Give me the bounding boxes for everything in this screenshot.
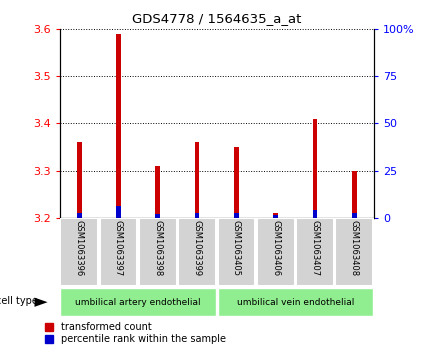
Text: GSM1063399: GSM1063399 — [193, 220, 201, 276]
Text: GSM1063398: GSM1063398 — [153, 220, 162, 276]
Bar — [313, 210, 317, 218]
Polygon shape — [34, 298, 48, 307]
FancyBboxPatch shape — [257, 219, 295, 286]
Text: cell type: cell type — [0, 295, 37, 306]
Bar — [156, 166, 160, 218]
Bar — [234, 147, 239, 218]
Title: GDS4778 / 1564635_a_at: GDS4778 / 1564635_a_at — [132, 12, 301, 25]
Bar — [195, 142, 199, 218]
Text: GSM1063408: GSM1063408 — [350, 220, 359, 276]
FancyBboxPatch shape — [178, 219, 216, 286]
FancyBboxPatch shape — [99, 219, 137, 286]
Bar — [195, 213, 199, 218]
Bar — [273, 215, 278, 218]
FancyBboxPatch shape — [218, 288, 373, 316]
Bar — [116, 34, 121, 218]
Text: umbilical vein endothelial: umbilical vein endothelial — [237, 298, 354, 307]
Bar — [156, 214, 160, 218]
FancyBboxPatch shape — [218, 219, 255, 286]
Text: GSM1063405: GSM1063405 — [232, 220, 241, 276]
FancyBboxPatch shape — [60, 288, 216, 316]
FancyBboxPatch shape — [335, 219, 373, 286]
Text: GSM1063396: GSM1063396 — [75, 220, 84, 276]
Text: umbilical artery endothelial: umbilical artery endothelial — [75, 298, 201, 307]
Bar — [352, 213, 357, 218]
Bar — [77, 142, 82, 218]
Bar — [352, 171, 357, 218]
FancyBboxPatch shape — [139, 219, 177, 286]
Text: GSM1063407: GSM1063407 — [311, 220, 320, 276]
Text: GSM1063406: GSM1063406 — [271, 220, 280, 276]
Text: GSM1063397: GSM1063397 — [114, 220, 123, 276]
Bar — [234, 213, 239, 218]
FancyBboxPatch shape — [60, 219, 98, 286]
Bar — [273, 213, 278, 218]
Legend: transformed count, percentile rank within the sample: transformed count, percentile rank withi… — [45, 322, 226, 344]
Bar — [116, 207, 121, 218]
FancyBboxPatch shape — [296, 219, 334, 286]
Bar — [77, 213, 82, 218]
Bar — [313, 119, 317, 218]
